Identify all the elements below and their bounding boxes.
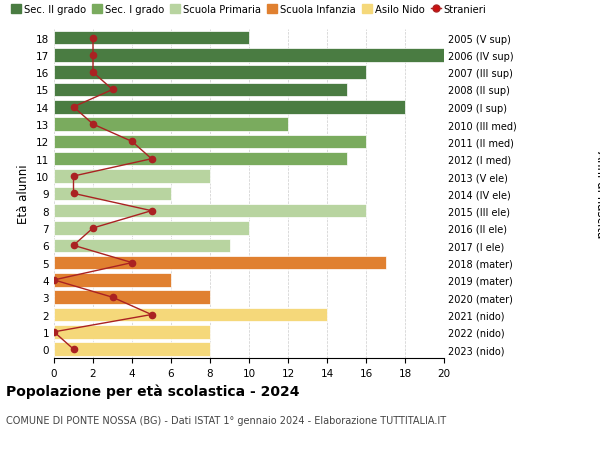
Bar [54, 274, 171, 287]
Bar [54, 291, 210, 304]
Bar [54, 135, 366, 149]
Y-axis label: Anni di nascita: Anni di nascita [594, 151, 600, 237]
Bar [54, 204, 366, 218]
Text: Popolazione per età scolastica - 2024: Popolazione per età scolastica - 2024 [6, 383, 299, 398]
Bar [54, 343, 210, 356]
Bar [54, 66, 366, 80]
Bar [54, 222, 249, 235]
Legend: Sec. II grado, Sec. I grado, Scuola Primaria, Scuola Infanzia, Asilo Nido, Stran: Sec. II grado, Sec. I grado, Scuola Prim… [11, 5, 487, 15]
Bar [54, 308, 327, 322]
Y-axis label: Età alunni: Età alunni [17, 164, 31, 224]
Bar [54, 325, 210, 339]
Bar [54, 170, 210, 184]
Bar [54, 101, 405, 114]
Bar [54, 32, 249, 45]
Text: COMUNE DI PONTE NOSSA (BG) - Dati ISTAT 1° gennaio 2024 - Elaborazione TUTTITALI: COMUNE DI PONTE NOSSA (BG) - Dati ISTAT … [6, 415, 446, 425]
Bar [54, 49, 444, 62]
Bar [54, 239, 229, 252]
Bar [54, 187, 171, 201]
Bar [54, 118, 288, 132]
Bar [54, 153, 347, 166]
Bar [54, 84, 347, 97]
Bar [54, 256, 386, 270]
